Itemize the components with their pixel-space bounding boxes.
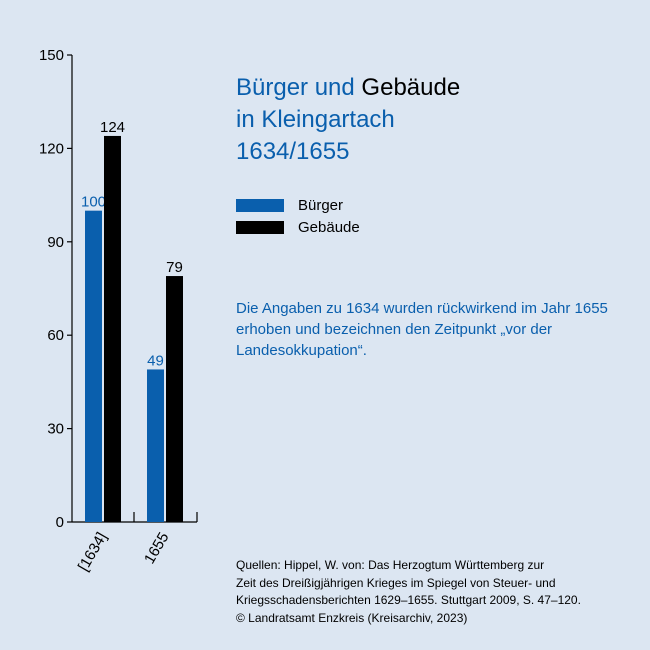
legend-item-buerger: Bürger (236, 194, 360, 216)
legend: Bürger Gebäude (236, 194, 360, 238)
data-label: 79 (166, 259, 183, 276)
note-text: Die Angaben zu 1634 wurden rückwirkend i… (236, 300, 608, 359)
data-label: 49 (147, 352, 164, 369)
legend-label-gebaeude: Gebäude (298, 218, 360, 236)
data-label: 124 (100, 119, 125, 136)
title-part-gebaeude: Gebäude (361, 74, 461, 101)
source-line-2: Zeit des Dreißigjährigen Krieges im Spie… (236, 575, 556, 590)
y-tick-label: 90 (47, 234, 64, 251)
y-tick-label: 30 (47, 421, 64, 438)
y-tick-label: 0 (56, 514, 64, 531)
legend-label-buerger: Bürger (298, 196, 344, 214)
title-part-buerger: Bürger und (236, 74, 355, 101)
legend-swatch-gebaeude (236, 220, 284, 234)
source-text: Quellen: Hippel, W. von: Das Herzogtum W… (236, 557, 636, 627)
x-tick-label: [1634] (75, 530, 111, 575)
bar-gebaeude-1 (166, 276, 183, 522)
title-line-3: 1634/1655 (236, 138, 350, 165)
x-tick-label: 1655 (141, 530, 172, 567)
legend-item-gebaeude: Gebäude (236, 216, 360, 238)
chart-title: Bürger und Gebäude in Kleingartach 1634/… (236, 72, 460, 168)
title-line-2: in Kleingartach (236, 106, 395, 133)
bar-buerger-0 (85, 210, 102, 522)
data-label: 100 (81, 194, 106, 211)
bar-buerger-1 (147, 369, 164, 522)
source-line-4: © Landratsamt Enzkreis (Kreisarchiv, 202… (236, 610, 468, 625)
y-tick-label: 60 (47, 327, 64, 344)
source-line-3: Kriegsschadensberichten 1629–1655. Stutt… (236, 593, 581, 607)
source-line-1: Quellen: Hippel, W. von: Das Herzogtum W… (236, 558, 545, 572)
y-tick-label: 120 (39, 140, 64, 157)
y-tick-label: 150 (39, 47, 64, 64)
bar-gebaeude-0 (104, 135, 121, 523)
legend-swatch-buerger (236, 198, 284, 212)
